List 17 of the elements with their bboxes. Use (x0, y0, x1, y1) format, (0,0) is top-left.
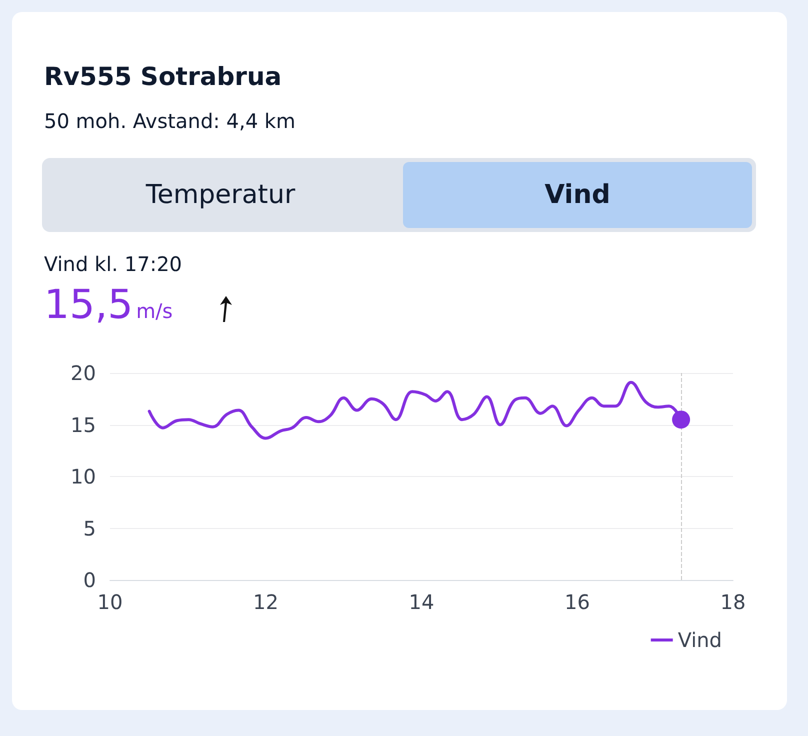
text: Vind (403, 162, 752, 228)
y-tick-label: 10 (70, 464, 96, 488)
y-tick-label: 0 (83, 568, 96, 592)
y-tick-label: 20 (70, 361, 96, 385)
x-tick-label: 16 (564, 590, 590, 614)
y-tick-label: 5 (83, 516, 96, 540)
x-tick-label: 14 (408, 590, 434, 614)
text: 15,5 (44, 282, 134, 328)
x-tick-label: 18 (720, 590, 746, 614)
text: m/s (136, 299, 173, 323)
chart-title: Rv555 Sotrabrua (44, 62, 282, 91)
chart-subtitle: 50 moh. Avstand: 4,4 km (44, 109, 296, 133)
text: Vind kl. 17:20 (44, 252, 182, 276)
text: Temperatur (144, 179, 296, 212)
legend-label: Vind (678, 628, 722, 652)
x-tick-label: 12 (253, 590, 278, 614)
y-tick-label: 15 (70, 412, 96, 437)
